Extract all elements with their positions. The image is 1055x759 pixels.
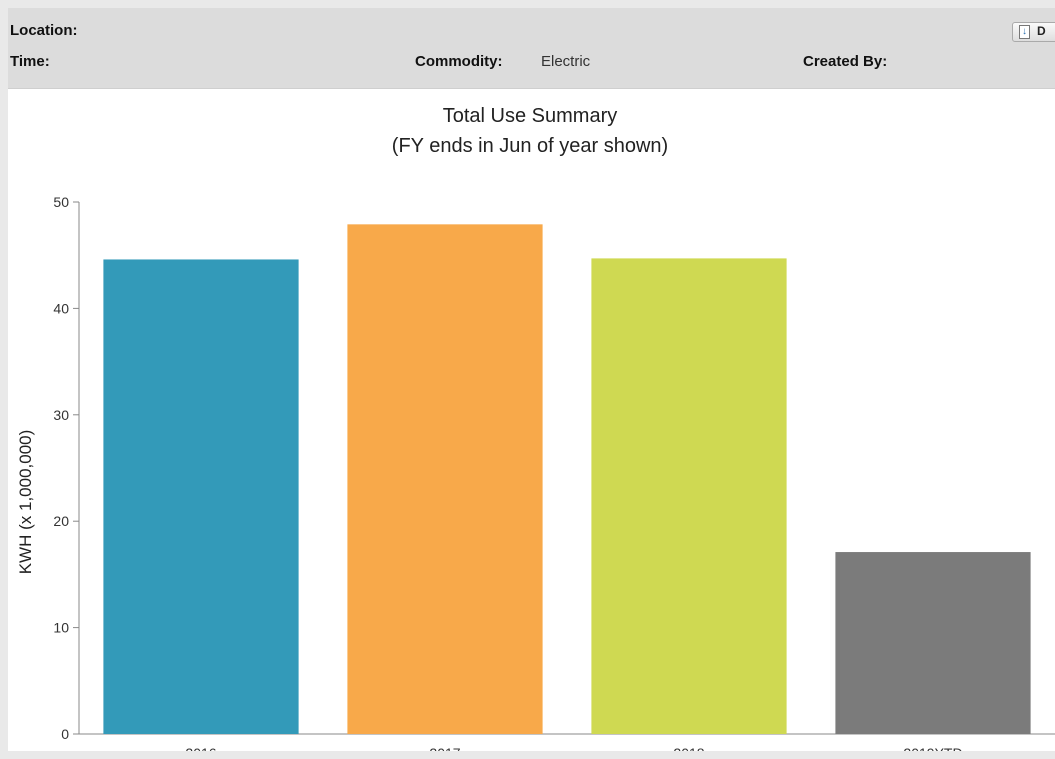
x-tick-label: 2019YTD <box>903 745 962 751</box>
download-button-label: D <box>1037 24 1046 38</box>
total-use-chart: Total Use Summary (FY ends in Jun of yea… <box>16 105 1055 751</box>
x-tick-label: 2018 <box>673 745 704 751</box>
time-label: Time: <box>10 53 50 70</box>
y-tick-label: 40 <box>53 300 69 316</box>
bar-2017[interactable] <box>347 224 543 734</box>
y-tick-label: 10 <box>53 620 69 636</box>
chart-subtitle: (FY ends in Jun of year shown) <box>392 135 668 157</box>
x-tick-label: 2017 <box>429 745 460 751</box>
report-header: Location: Time: Commodity: Electric Crea… <box>8 8 1055 89</box>
location-label: Location: <box>10 22 78 39</box>
y-tick-label: 0 <box>61 726 69 742</box>
chart-title: Total Use Summary <box>443 105 618 127</box>
download-button[interactable]: ↓ D <box>1012 22 1055 42</box>
commodity-label: Commodity: <box>415 53 503 70</box>
bar-2016[interactable] <box>103 259 299 734</box>
bar-2019YTD[interactable] <box>835 552 1031 734</box>
download-icon: ↓ <box>1019 25 1030 39</box>
y-tick-label: 20 <box>53 513 69 529</box>
x-tick-label: 2016 <box>185 745 216 751</box>
bar-2018[interactable] <box>591 258 787 734</box>
plot-area: 0 10 20 30 40 50 2016 2017 2018 2019YTD <box>53 194 1055 751</box>
report-panel: Location: Time: Commodity: Electric Crea… <box>8 8 1055 751</box>
y-tick-label: 30 <box>53 407 69 423</box>
commodity-value: Electric <box>541 53 591 70</box>
y-axis-title: KWH (x 1,000,000) <box>16 430 35 575</box>
y-tick-label: 50 <box>53 194 69 210</box>
created-by-label: Created By: <box>803 53 888 70</box>
